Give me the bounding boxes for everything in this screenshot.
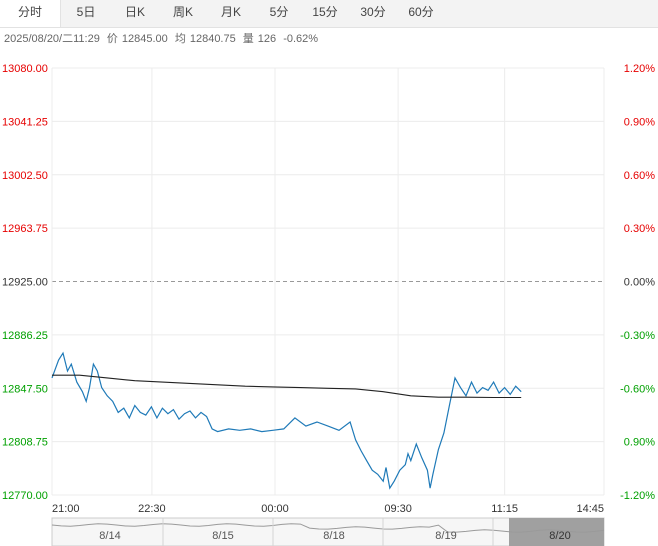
change-percent: -0.62%: [283, 33, 319, 45]
y-tick-percent-label: -1.20%: [620, 490, 655, 502]
volume-label: 量: [242, 33, 254, 45]
tab-5-min[interactable]: 5分: [269, 5, 289, 19]
navigator-date-label: 8/15: [212, 530, 233, 542]
x-tick-label: 09:30: [384, 503, 412, 515]
y-tick-label: 13041.25: [2, 116, 48, 128]
x-tick-label: 00:00: [261, 503, 289, 515]
y-tick-percent-label: 0.90%: [624, 437, 655, 449]
y-tick-percent-label: -0.30%: [620, 330, 655, 342]
avg-label: 均: [174, 33, 186, 45]
avg-value: 12840.75: [189, 33, 236, 45]
y-tick-label: 12770.00: [2, 490, 48, 502]
tab-30-min[interactable]: 30分: [360, 5, 386, 19]
y-tick-label: 13002.50: [2, 170, 48, 182]
tab-5-day[interactable]: 5日: [76, 5, 96, 19]
tab-60-min[interactable]: 60分: [408, 5, 434, 19]
tab-intraday[interactable]: 分时: [0, 0, 61, 27]
tab-weekly-k[interactable]: 周K: [172, 5, 193, 19]
price-label: 价: [106, 33, 118, 45]
y-tick-label: 12886.25: [2, 330, 48, 342]
y-tick-percent-label: 0.60%: [624, 170, 655, 182]
x-tick-label: 14:45: [576, 503, 604, 515]
average-price-line: [52, 374, 522, 399]
volume-value: 126: [257, 33, 277, 45]
price-line: [51, 351, 522, 490]
tab-daily-k[interactable]: 日K: [124, 5, 145, 19]
y-tick-label: 12963.75: [2, 223, 48, 235]
y-tick-percent-label: 0.30%: [624, 223, 655, 235]
quote-datetime: 2025/08/20/二11:29: [4, 33, 100, 45]
period-tab-bar: 分时 5日 日K 周K 月K 5分 15分 30分 60分: [0, 0, 658, 28]
price-value: 12845.00: [121, 33, 168, 45]
y-tick-label: 13080.00: [2, 63, 48, 75]
tab-monthly-k[interactable]: 月K: [220, 5, 241, 19]
tab-15-min[interactable]: 15分: [312, 5, 338, 19]
navigator-date-label: 8/20: [549, 530, 570, 542]
navigator-date-label: 8/14: [99, 530, 120, 542]
y-tick-percent-label: -0.60%: [620, 383, 655, 395]
y-tick-label: 12847.50: [2, 383, 48, 395]
x-tick-label: 22:30: [138, 503, 166, 515]
y-tick-label: 12925.00: [2, 277, 48, 289]
y-tick-label: 12808.75: [2, 437, 48, 449]
navigator-mini-line: [51, 523, 605, 533]
y-tick-percent-label: 1.20%: [624, 63, 655, 75]
navigator-date-label: 8/19: [435, 530, 456, 542]
y-tick-percent-label: 0.90%: [624, 116, 655, 128]
x-tick-label: 21:00: [52, 503, 80, 515]
y-tick-percent-label: 0.00%: [624, 277, 655, 289]
x-tick-label: 11:15: [491, 503, 518, 515]
navigator-date-label: 8/18: [323, 530, 344, 542]
